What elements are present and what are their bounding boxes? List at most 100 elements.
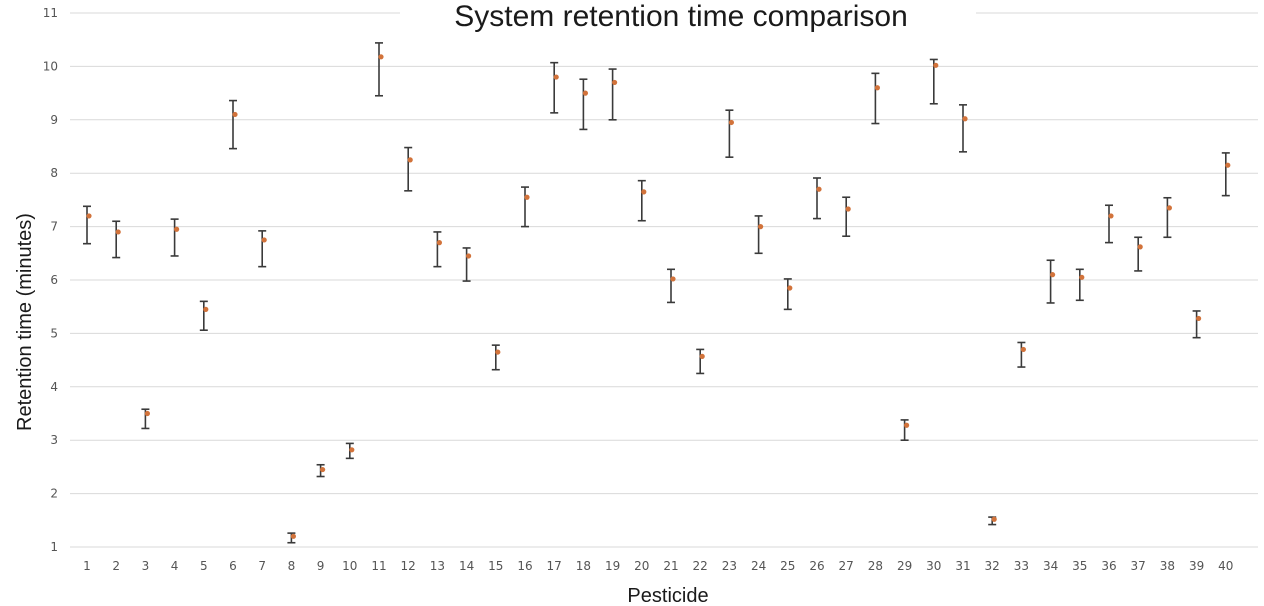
data-point — [904, 422, 910, 428]
x-tick-label: 6 — [229, 559, 237, 573]
data-point — [728, 119, 735, 126]
error-bar — [871, 72, 880, 125]
x-tick-label: 4 — [171, 559, 179, 573]
data-point — [641, 189, 647, 195]
error-bar — [404, 146, 413, 192]
y-tick-label: 9 — [50, 113, 58, 127]
data-point — [524, 194, 530, 200]
chart-title: System retention time comparison — [454, 0, 908, 33]
error-bar — [1046, 259, 1055, 304]
error-bar — [258, 230, 267, 268]
y-tick-labels: 1 2 3 4 5 6 7 8 9 10 11 — [43, 6, 58, 554]
data-point — [203, 306, 209, 312]
error-bar — [1105, 204, 1113, 244]
x-tick-label: 28 — [868, 559, 883, 573]
data-point — [1166, 205, 1172, 211]
error-bar — [170, 218, 179, 257]
data-point — [670, 276, 676, 282]
y-tick-label: 4 — [50, 380, 58, 394]
data-point — [320, 466, 326, 473]
error-bar — [579, 78, 588, 131]
x-tick-label: 7 — [258, 559, 266, 573]
data-point — [144, 410, 150, 417]
data-point — [290, 533, 296, 539]
x-tick-labels: 1 2 3 4 5 6 7 8 9 10 11 12 13 14 15 16 17 18 19 20 21 22 23 24 2… — [83, 559, 1233, 573]
error-bar — [112, 220, 121, 259]
data-point — [582, 90, 589, 96]
data-point — [845, 206, 851, 212]
y-tick-label: 2 — [50, 487, 58, 501]
x-tick-label: 17 — [547, 559, 562, 573]
error-bar — [900, 419, 909, 442]
error-bar — [199, 300, 208, 331]
y-tick-label: 5 — [50, 326, 58, 340]
error-bar — [959, 104, 967, 153]
data-point — [349, 447, 355, 453]
x-tick-label: 25 — [780, 559, 795, 573]
data-point — [436, 240, 442, 246]
title-background — [400, 0, 976, 38]
error-bar — [375, 42, 383, 97]
data-point — [1225, 162, 1231, 168]
x-tick-label: 22 — [693, 559, 708, 573]
data-point — [1050, 272, 1056, 278]
x-tick-label: 15 — [488, 559, 503, 573]
error-bar — [433, 231, 442, 268]
x-tick-label: 16 — [517, 559, 532, 573]
data-point — [232, 111, 238, 118]
error-bar — [550, 61, 559, 114]
x-tick-label: 2 — [112, 559, 120, 573]
data-point — [261, 237, 267, 243]
data-point — [962, 116, 968, 122]
data-point — [991, 516, 997, 522]
x-tick-label: 8 — [288, 559, 296, 573]
y-tick-label: 6 — [50, 273, 58, 287]
y-tick-label: 11 — [43, 6, 58, 20]
y-tick-label: 10 — [43, 59, 58, 73]
error-bar — [462, 247, 471, 282]
gridlines — [70, 12, 1258, 548]
error-bar — [783, 278, 792, 311]
error-bar — [813, 177, 821, 220]
data-point — [174, 226, 180, 232]
x-tick-label: 34 — [1043, 559, 1058, 573]
error-bar — [637, 179, 646, 222]
x-tick-label: 19 — [605, 559, 620, 573]
x-tick-label: 23 — [722, 559, 737, 573]
y-tick-label: 3 — [50, 433, 58, 447]
x-tick-label: 33 — [1014, 559, 1029, 573]
data-point — [1108, 213, 1114, 219]
x-tick-label: 14 — [459, 559, 474, 573]
y-tick-label: 7 — [50, 220, 58, 234]
data-point — [553, 74, 559, 80]
x-tick-label: 37 — [1131, 559, 1146, 573]
y-tick-label: 8 — [50, 166, 58, 180]
error-bar — [83, 205, 91, 245]
data-point — [758, 224, 764, 230]
x-tick-label: 39 — [1189, 559, 1204, 573]
x-tick-label: 1 — [83, 559, 91, 573]
data-point — [1137, 244, 1143, 250]
data-point — [1020, 346, 1026, 353]
data-point — [378, 54, 384, 60]
data-point — [115, 229, 121, 235]
x-tick-label: 11 — [371, 559, 386, 573]
data-point — [874, 85, 881, 91]
error-bar — [491, 344, 500, 371]
error-bar — [608, 68, 617, 121]
x-tick-label: 21 — [663, 559, 678, 573]
x-tick-label: 32 — [985, 559, 1000, 573]
error-bar — [521, 186, 529, 228]
error-bars — [83, 42, 1230, 544]
x-tick-label: 40 — [1218, 559, 1233, 573]
data-point — [466, 253, 472, 259]
data-point — [933, 62, 939, 68]
data-point — [86, 213, 92, 219]
x-tick-label: 3 — [142, 559, 150, 573]
data-point — [1196, 315, 1202, 322]
data-point — [699, 353, 705, 359]
error-bar — [1221, 152, 1230, 197]
x-tick-label: 35 — [1072, 559, 1087, 573]
x-tick-label: 18 — [576, 559, 591, 573]
